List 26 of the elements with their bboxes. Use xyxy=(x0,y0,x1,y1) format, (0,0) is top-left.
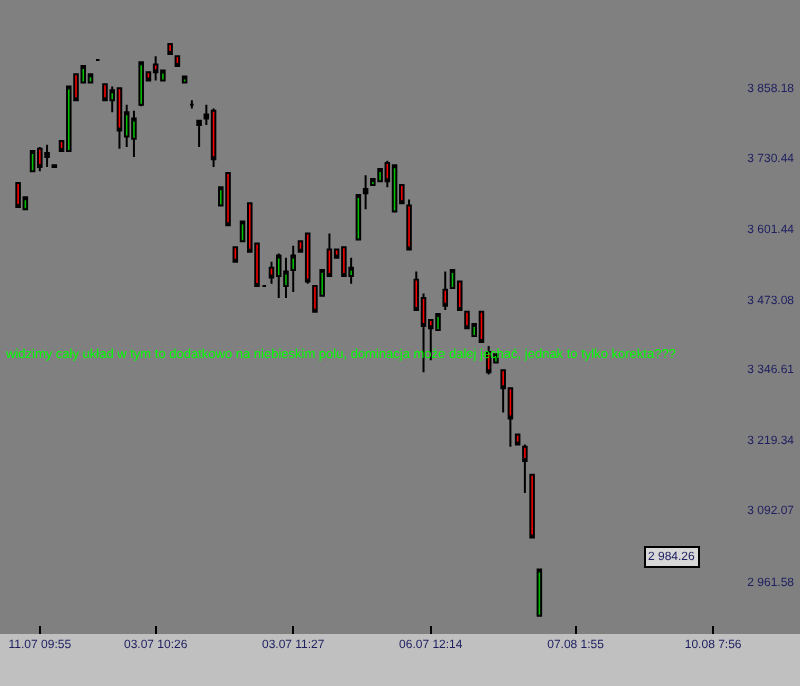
candlestick xyxy=(138,61,144,108)
candlestick xyxy=(362,174,369,211)
candlestick xyxy=(391,164,398,213)
candlestick xyxy=(44,143,50,168)
candlestick xyxy=(536,568,543,617)
candlestick xyxy=(167,43,173,55)
candlestick xyxy=(116,87,123,150)
candlestick xyxy=(442,270,449,312)
candlestick xyxy=(189,99,195,110)
candlestick xyxy=(464,310,470,330)
candlestick xyxy=(15,181,21,209)
candlestick xyxy=(225,171,231,227)
candlestick xyxy=(37,146,43,173)
candlestick xyxy=(304,232,311,285)
candlestick xyxy=(341,246,347,277)
candlestick xyxy=(232,246,239,263)
candlestick xyxy=(275,252,282,299)
candlestick xyxy=(174,55,181,68)
candlestick xyxy=(355,194,362,241)
candlestick xyxy=(377,168,383,183)
candlestick xyxy=(152,55,159,82)
candlestick xyxy=(478,310,485,344)
candlestick xyxy=(131,109,137,158)
candlestick xyxy=(210,107,217,168)
candlestick xyxy=(514,433,521,446)
candlestick xyxy=(290,244,296,293)
